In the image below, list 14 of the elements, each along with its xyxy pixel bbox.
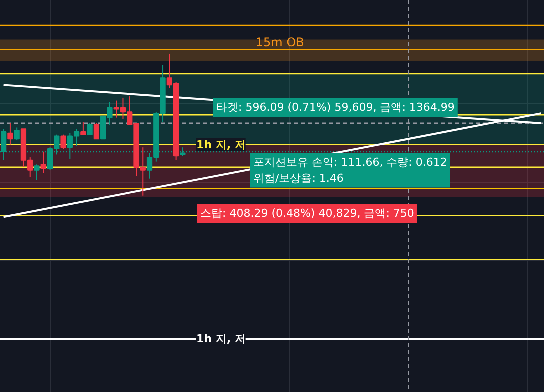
candlestick [94,123,100,140]
candlestick [80,122,86,136]
annotation: 포지션보유 손익: 111.66, 수량: 0.612 위험/보상율: 1.46 [254,156,448,185]
candlestick [34,164,40,181]
ref-line-label: 1h 지, 저 [196,332,246,346]
candlestick [8,123,14,146]
candlestick [40,151,46,174]
candlestick [60,134,66,150]
text: 스탑: 408.29 (0.48%) 40,829, 금액: 750 [200,207,414,220]
candlestick [87,123,93,136]
annotation: 타겟: 596.09 (0.71%) 59,609, 금액: 1364.99 [216,101,455,114]
band-label: 15m OB [256,35,304,50]
ref-line-label: 1h 지, 저 [196,138,246,152]
candlestick [14,127,20,142]
